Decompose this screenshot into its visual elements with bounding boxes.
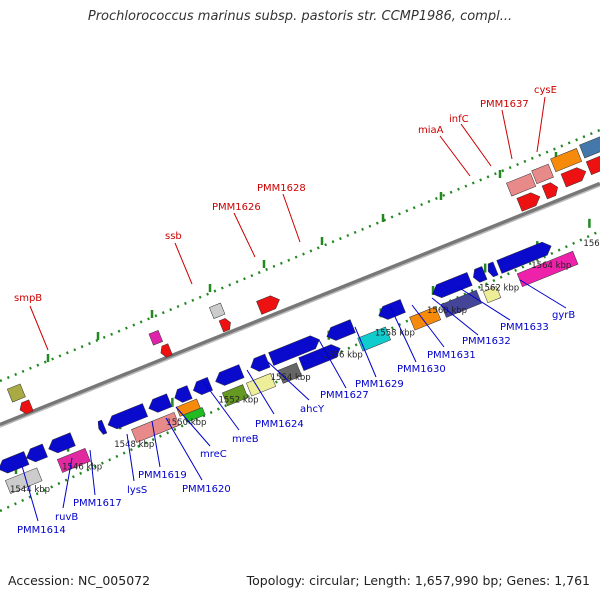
gene-label-PMM1633[interactable]: PMM1633 <box>500 322 549 333</box>
kbp-label: 1560 kbp <box>427 306 467 316</box>
gene-label-cysE[interactable]: cysE <box>534 85 557 96</box>
gene-feature[interactable] <box>579 136 600 159</box>
gene-label-gyrB[interactable]: gyrB <box>552 310 575 321</box>
gene-label-mreC[interactable]: mreC <box>200 449 227 460</box>
gene-feature[interactable] <box>486 261 499 278</box>
kbp-label: 1554 kbp <box>271 373 311 383</box>
top-labels <box>29 96 546 351</box>
gene-label-PMM1637[interactable]: PMM1637 <box>480 99 529 110</box>
gene-label-ruvB[interactable]: ruvB <box>55 512 78 523</box>
gene-label-ahcY[interactable]: ahcY <box>300 404 325 415</box>
gene-feature[interactable] <box>409 306 442 331</box>
gene-label-lysS[interactable]: lysS <box>127 485 147 496</box>
gene-label-PMM1631[interactable]: PMM1631 <box>427 350 476 361</box>
gene-label-PMM1627[interactable]: PMM1627 <box>320 390 369 401</box>
kbp-labels: 1544 kbp 1546 kbp 1548 kbp 1550 kbp 1552 kbp… <box>10 239 600 495</box>
gene-feature[interactable] <box>191 376 213 397</box>
gene-feature[interactable] <box>146 393 173 415</box>
gene-label-PMM1626[interactable]: PMM1626 <box>212 202 261 213</box>
gene-feature[interactable] <box>483 286 502 304</box>
kbp-label: 1548 kbp <box>114 440 154 450</box>
gene-track <box>0 136 600 494</box>
gene-feature[interactable] <box>6 383 26 403</box>
kbp-label: 1550 kbp <box>166 418 206 428</box>
kbp-label: 1552 kbp <box>219 395 259 405</box>
bottom-labels <box>21 279 567 522</box>
genome-backbone <box>0 181 600 428</box>
gene-feature[interactable] <box>24 443 48 464</box>
gene-feature[interactable] <box>298 342 343 371</box>
gene-feature[interactable] <box>159 343 173 359</box>
kbp-label: 1566 kbp <box>583 239 600 249</box>
gene-feature[interactable] <box>516 250 579 288</box>
kbp-label: 1562 kbp <box>479 284 519 294</box>
kbp-label: 1564 kbp <box>531 261 571 271</box>
kbp-label: 1556 kbp <box>323 351 363 361</box>
gene-feature[interactable] <box>440 289 482 318</box>
gene-feature[interactable] <box>531 163 554 185</box>
gene-feature[interactable] <box>516 190 543 212</box>
gene-label-PMM1630[interactable]: PMM1630 <box>397 364 446 375</box>
gene-feature[interactable] <box>213 364 245 388</box>
gene-feature[interactable] <box>430 272 473 300</box>
gene-feature[interactable] <box>183 407 206 423</box>
gene-feature[interactable] <box>550 148 583 173</box>
gene-label-PMM1624[interactable]: PMM1624 <box>255 419 304 430</box>
gene-feature[interactable] <box>357 326 392 352</box>
genome-backbone-highlight <box>0 185 600 428</box>
gene-feature[interactable] <box>268 333 322 366</box>
gene-feature[interactable] <box>218 317 233 333</box>
gene-label-smpB[interactable]: smpB <box>14 293 42 304</box>
gene-feature[interactable] <box>221 384 249 407</box>
gene-feature[interactable] <box>56 447 91 473</box>
gene-label-PMM1620[interactable]: PMM1620 <box>182 484 231 495</box>
gene-label-ssb[interactable]: ssb <box>165 231 182 242</box>
gene-feature[interactable] <box>148 329 164 346</box>
map-title: Prochlorococcus marinus subsp. pastoris … <box>87 9 513 24</box>
accession-text: Accession: NC_005072 <box>8 573 151 588</box>
gene-feature[interactable] <box>172 385 193 405</box>
gene-feature[interactable] <box>105 403 149 432</box>
gene-feature[interactable] <box>46 432 76 456</box>
gene-label-PMM1628[interactable]: PMM1628 <box>257 183 306 194</box>
gene-feature[interactable] <box>471 266 488 283</box>
gene-label-mreB[interactable]: mreB <box>232 434 259 445</box>
gene-feature[interactable] <box>96 419 108 435</box>
gene-feature[interactable] <box>256 293 283 315</box>
gene-label-miaA[interactable]: miaA <box>418 125 444 136</box>
gene-feature[interactable] <box>496 239 554 274</box>
gene-feature[interactable] <box>560 165 588 188</box>
gene-label-PMM1632[interactable]: PMM1632 <box>462 336 511 347</box>
gene-label-infC[interactable]: infC <box>449 114 469 125</box>
topology-summary: Topology: circular; Length: 1,657,990 bp… <box>246 573 590 588</box>
gene-feature[interactable] <box>248 353 271 374</box>
gene-feature[interactable] <box>506 173 537 197</box>
kbp-label: 1544 kbp <box>10 485 50 495</box>
gene-feature[interactable] <box>277 362 303 384</box>
gene-feature[interactable] <box>541 181 560 200</box>
kbp-label: 1546 kbp <box>62 463 102 473</box>
gene-feature[interactable] <box>324 319 356 343</box>
gene-feature[interactable] <box>585 153 600 176</box>
gene-label-PMM1629[interactable]: PMM1629 <box>355 379 404 390</box>
gene-feature[interactable] <box>209 302 226 319</box>
gene-label-PMM1614[interactable]: PMM1614 <box>17 525 66 536</box>
gene-feature[interactable] <box>0 451 30 475</box>
gene-label-PMM1619[interactable]: PMM1619 <box>138 470 187 481</box>
gene-feature[interactable] <box>18 399 34 416</box>
gene-label-PMM1617[interactable]: PMM1617 <box>73 498 122 509</box>
gene-feature[interactable] <box>4 467 43 494</box>
gene-feature[interactable] <box>246 373 277 397</box>
kbp-label: 1558 kbp <box>375 328 415 338</box>
